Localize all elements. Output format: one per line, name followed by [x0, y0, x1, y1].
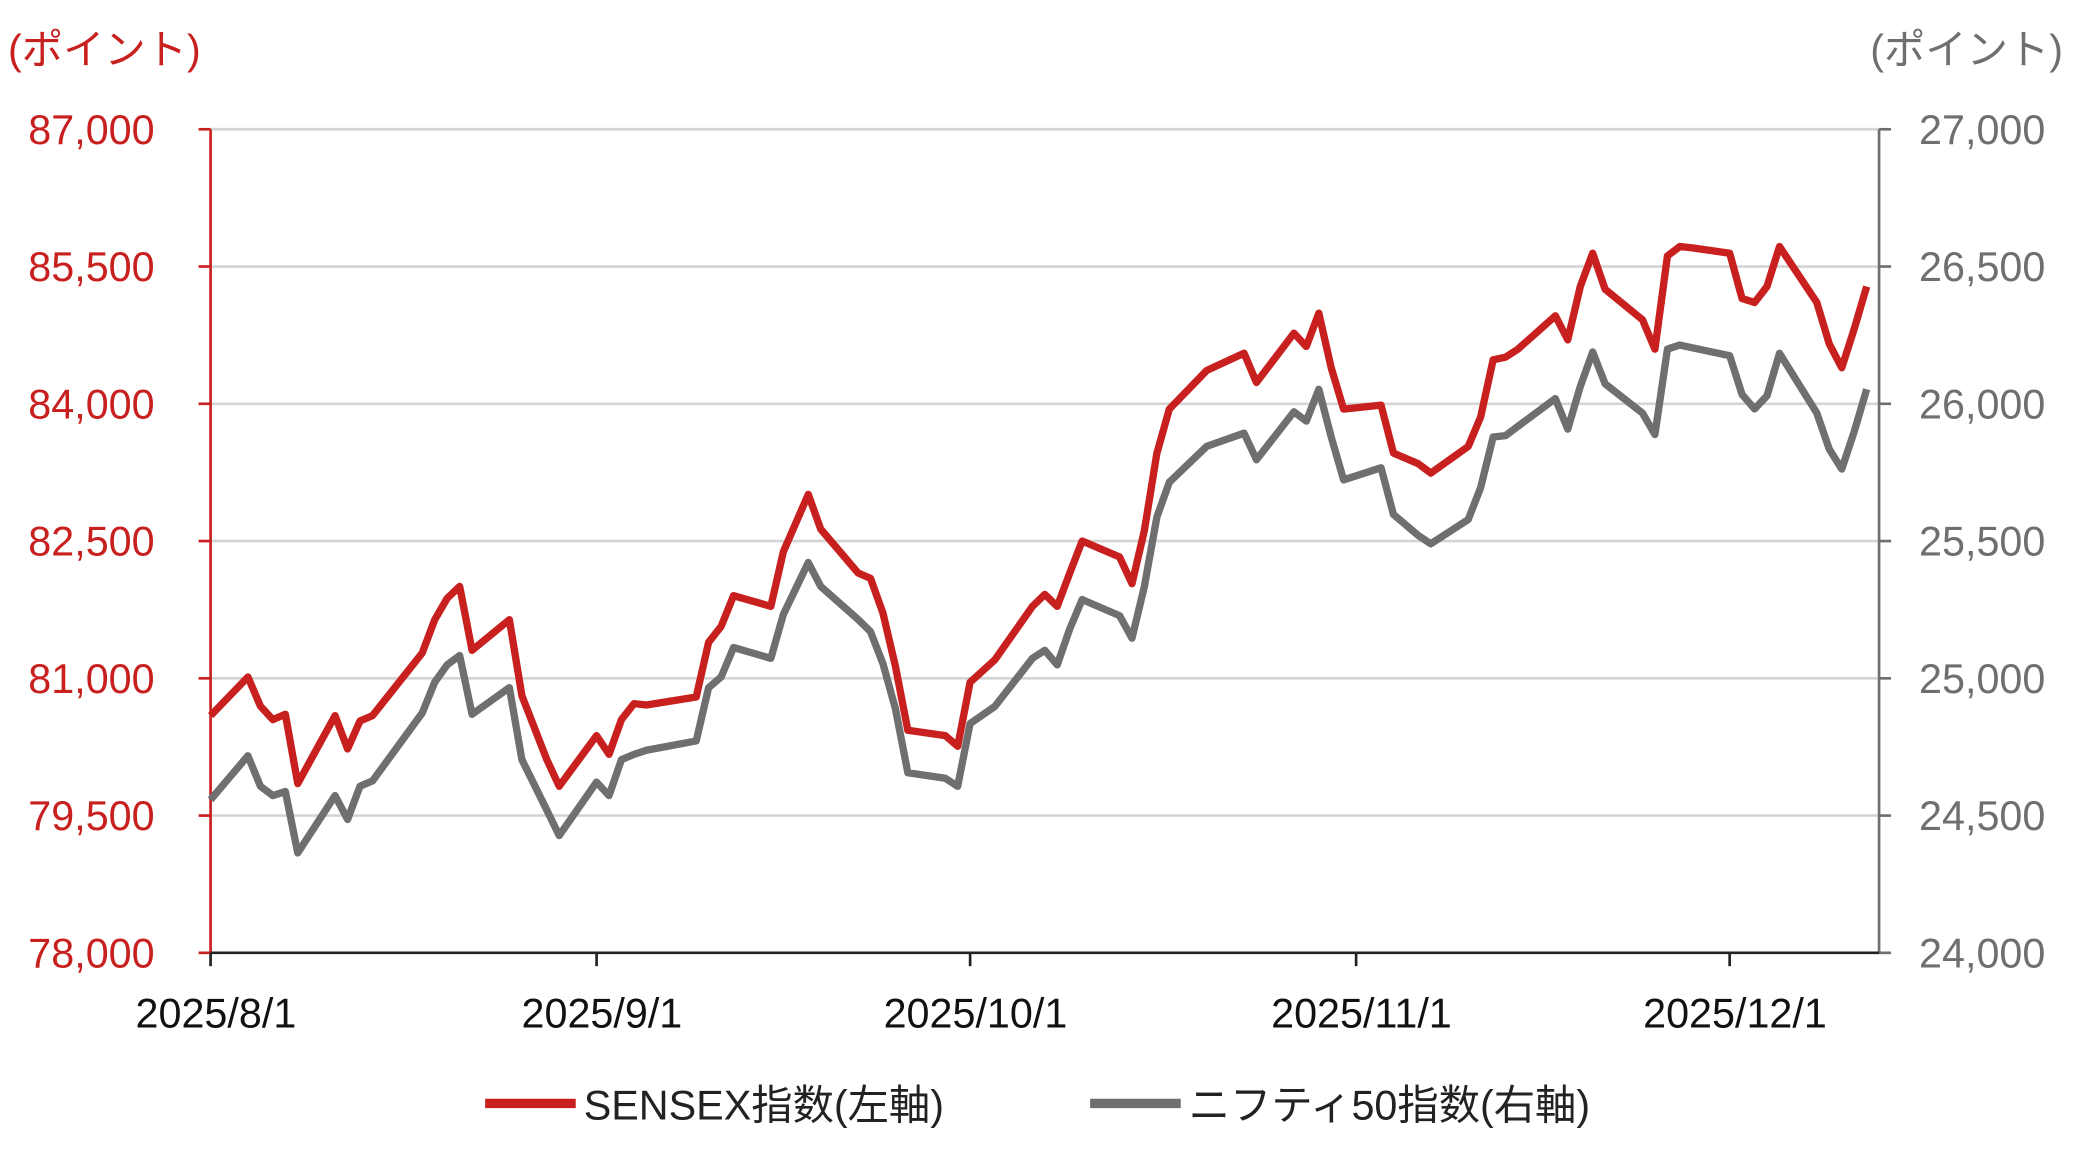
nifty-line-points: [210, 345, 1867, 853]
right-axis-unit-label: (ポイント): [1870, 27, 2063, 73]
right-tick-label: 24,500: [1919, 793, 2045, 839]
left-axis: 78,000 79,500 81,000 82,500 84,000 85,500 87,0…: [28, 107, 212, 977]
left-tick-label: 78,000: [28, 931, 154, 977]
left-tick-label: 87,000: [28, 107, 154, 153]
gridlines: [210, 127, 1880, 817]
x-tick-label: 2025/9/1: [522, 990, 683, 1036]
legend-label-nifty: ニフティ50指数(右軸): [1189, 1082, 1590, 1128]
right-tick-label: 27,000: [1919, 107, 2045, 153]
left-tick-label: 82,500: [28, 519, 154, 565]
right-tick-label: 25,000: [1919, 656, 2045, 702]
left-axis-unit-label: (ポイント): [8, 27, 201, 73]
left-tick-label: 85,500: [28, 244, 154, 290]
nifty-line: [207, 341, 1871, 857]
x-tick-label: 2025/10/1: [884, 990, 1068, 1036]
right-tick-label: 24,000: [1919, 931, 2045, 977]
legend-label-sensex: SENSEX指数(左軸): [584, 1082, 944, 1128]
series-lines: [207, 242, 1871, 857]
right-tick-label: 25,500: [1919, 519, 2045, 565]
right-axis: 24,000 24,500 25,000 25,500 26,000 26,500 27,0…: [1877, 107, 2045, 977]
legend: SENSEX指数(左軸) ニフティ50指数(右軸): [485, 1082, 1590, 1128]
x-tick-label: 2025/8/1: [136, 990, 297, 1036]
sensex-line-points: [210, 246, 1867, 787]
left-tick-label: 79,500: [28, 793, 154, 839]
x-tick-label: 2025/11/1: [1271, 990, 1452, 1036]
sensex-line: [207, 242, 1871, 790]
left-tick-label: 84,000: [28, 381, 154, 427]
right-tick-label: 26,000: [1919, 381, 2045, 427]
x-axis: 2025/8/1 2025/9/1 2025/10/1 2025/11/1 2025/1…: [136, 951, 1880, 1036]
right-tick-label: 26,500: [1919, 244, 2045, 290]
legend-item-sensex[interactable]: SENSEX指数(左軸): [485, 1082, 944, 1128]
legend-item-nifty[interactable]: ニフティ50指数(右軸): [1090, 1082, 1590, 1128]
x-tick-label: 2025/12/1: [1643, 990, 1827, 1036]
left-tick-label: 81,000: [28, 656, 154, 702]
